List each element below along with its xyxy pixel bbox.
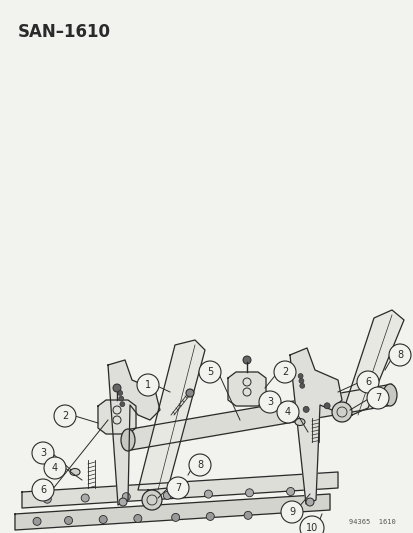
Text: 9: 9 <box>288 507 294 517</box>
Text: 8: 8 <box>396 350 402 360</box>
Polygon shape <box>341 310 403 415</box>
Circle shape <box>119 402 125 407</box>
Circle shape <box>32 442 54 464</box>
Circle shape <box>298 378 303 383</box>
Ellipse shape <box>70 469 80 475</box>
Polygon shape <box>108 360 159 505</box>
Circle shape <box>323 403 329 409</box>
Polygon shape <box>126 384 391 451</box>
Circle shape <box>117 391 122 395</box>
Text: 4: 4 <box>52 463 58 473</box>
Circle shape <box>281 510 289 518</box>
Circle shape <box>245 489 253 497</box>
Text: 6: 6 <box>364 377 370 387</box>
Ellipse shape <box>121 429 135 451</box>
Circle shape <box>244 511 252 519</box>
Circle shape <box>297 374 302 378</box>
Circle shape <box>122 492 130 500</box>
Circle shape <box>163 491 171 499</box>
Circle shape <box>259 391 280 413</box>
Polygon shape <box>15 494 329 530</box>
Circle shape <box>286 488 294 496</box>
Circle shape <box>299 383 304 389</box>
Circle shape <box>119 396 123 401</box>
Circle shape <box>185 389 194 397</box>
Polygon shape <box>289 348 341 504</box>
Circle shape <box>331 402 351 422</box>
Circle shape <box>305 498 313 506</box>
Circle shape <box>43 495 51 503</box>
Circle shape <box>276 401 298 423</box>
Circle shape <box>273 361 295 383</box>
Circle shape <box>302 406 309 413</box>
Polygon shape <box>98 400 136 434</box>
Circle shape <box>166 477 189 499</box>
Circle shape <box>388 344 410 366</box>
Circle shape <box>32 479 54 501</box>
Text: 6: 6 <box>40 485 46 495</box>
Ellipse shape <box>294 418 304 425</box>
Text: 5: 5 <box>206 367 213 377</box>
Circle shape <box>142 490 161 510</box>
Polygon shape <box>228 372 266 406</box>
Circle shape <box>81 494 89 502</box>
Circle shape <box>199 361 221 383</box>
Text: 2: 2 <box>281 367 287 377</box>
Text: 8: 8 <box>197 460 202 470</box>
Text: 4: 4 <box>284 407 290 417</box>
Text: 94365  1610: 94365 1610 <box>349 519 395 525</box>
Text: 7: 7 <box>174 483 181 493</box>
Circle shape <box>282 410 287 416</box>
Circle shape <box>133 514 142 522</box>
Circle shape <box>280 501 302 523</box>
Circle shape <box>54 405 76 427</box>
Text: 7: 7 <box>374 393 380 403</box>
Polygon shape <box>22 472 337 508</box>
Circle shape <box>204 490 212 498</box>
Circle shape <box>33 518 41 526</box>
Circle shape <box>189 454 211 476</box>
Circle shape <box>242 356 250 364</box>
Circle shape <box>99 515 107 523</box>
Text: SAN–1610: SAN–1610 <box>18 23 111 41</box>
Circle shape <box>206 512 214 520</box>
Circle shape <box>171 513 179 521</box>
Circle shape <box>64 516 72 524</box>
Circle shape <box>299 516 323 533</box>
Circle shape <box>113 384 121 392</box>
Circle shape <box>44 457 66 479</box>
Ellipse shape <box>382 384 396 406</box>
Text: 2: 2 <box>62 411 68 421</box>
Text: 3: 3 <box>266 397 273 407</box>
Circle shape <box>366 387 388 409</box>
Text: 1: 1 <box>145 380 151 390</box>
Circle shape <box>137 374 159 396</box>
Polygon shape <box>138 340 204 490</box>
Text: 3: 3 <box>40 448 46 458</box>
Circle shape <box>356 371 378 393</box>
Circle shape <box>119 498 127 506</box>
Text: 10: 10 <box>305 523 317 533</box>
